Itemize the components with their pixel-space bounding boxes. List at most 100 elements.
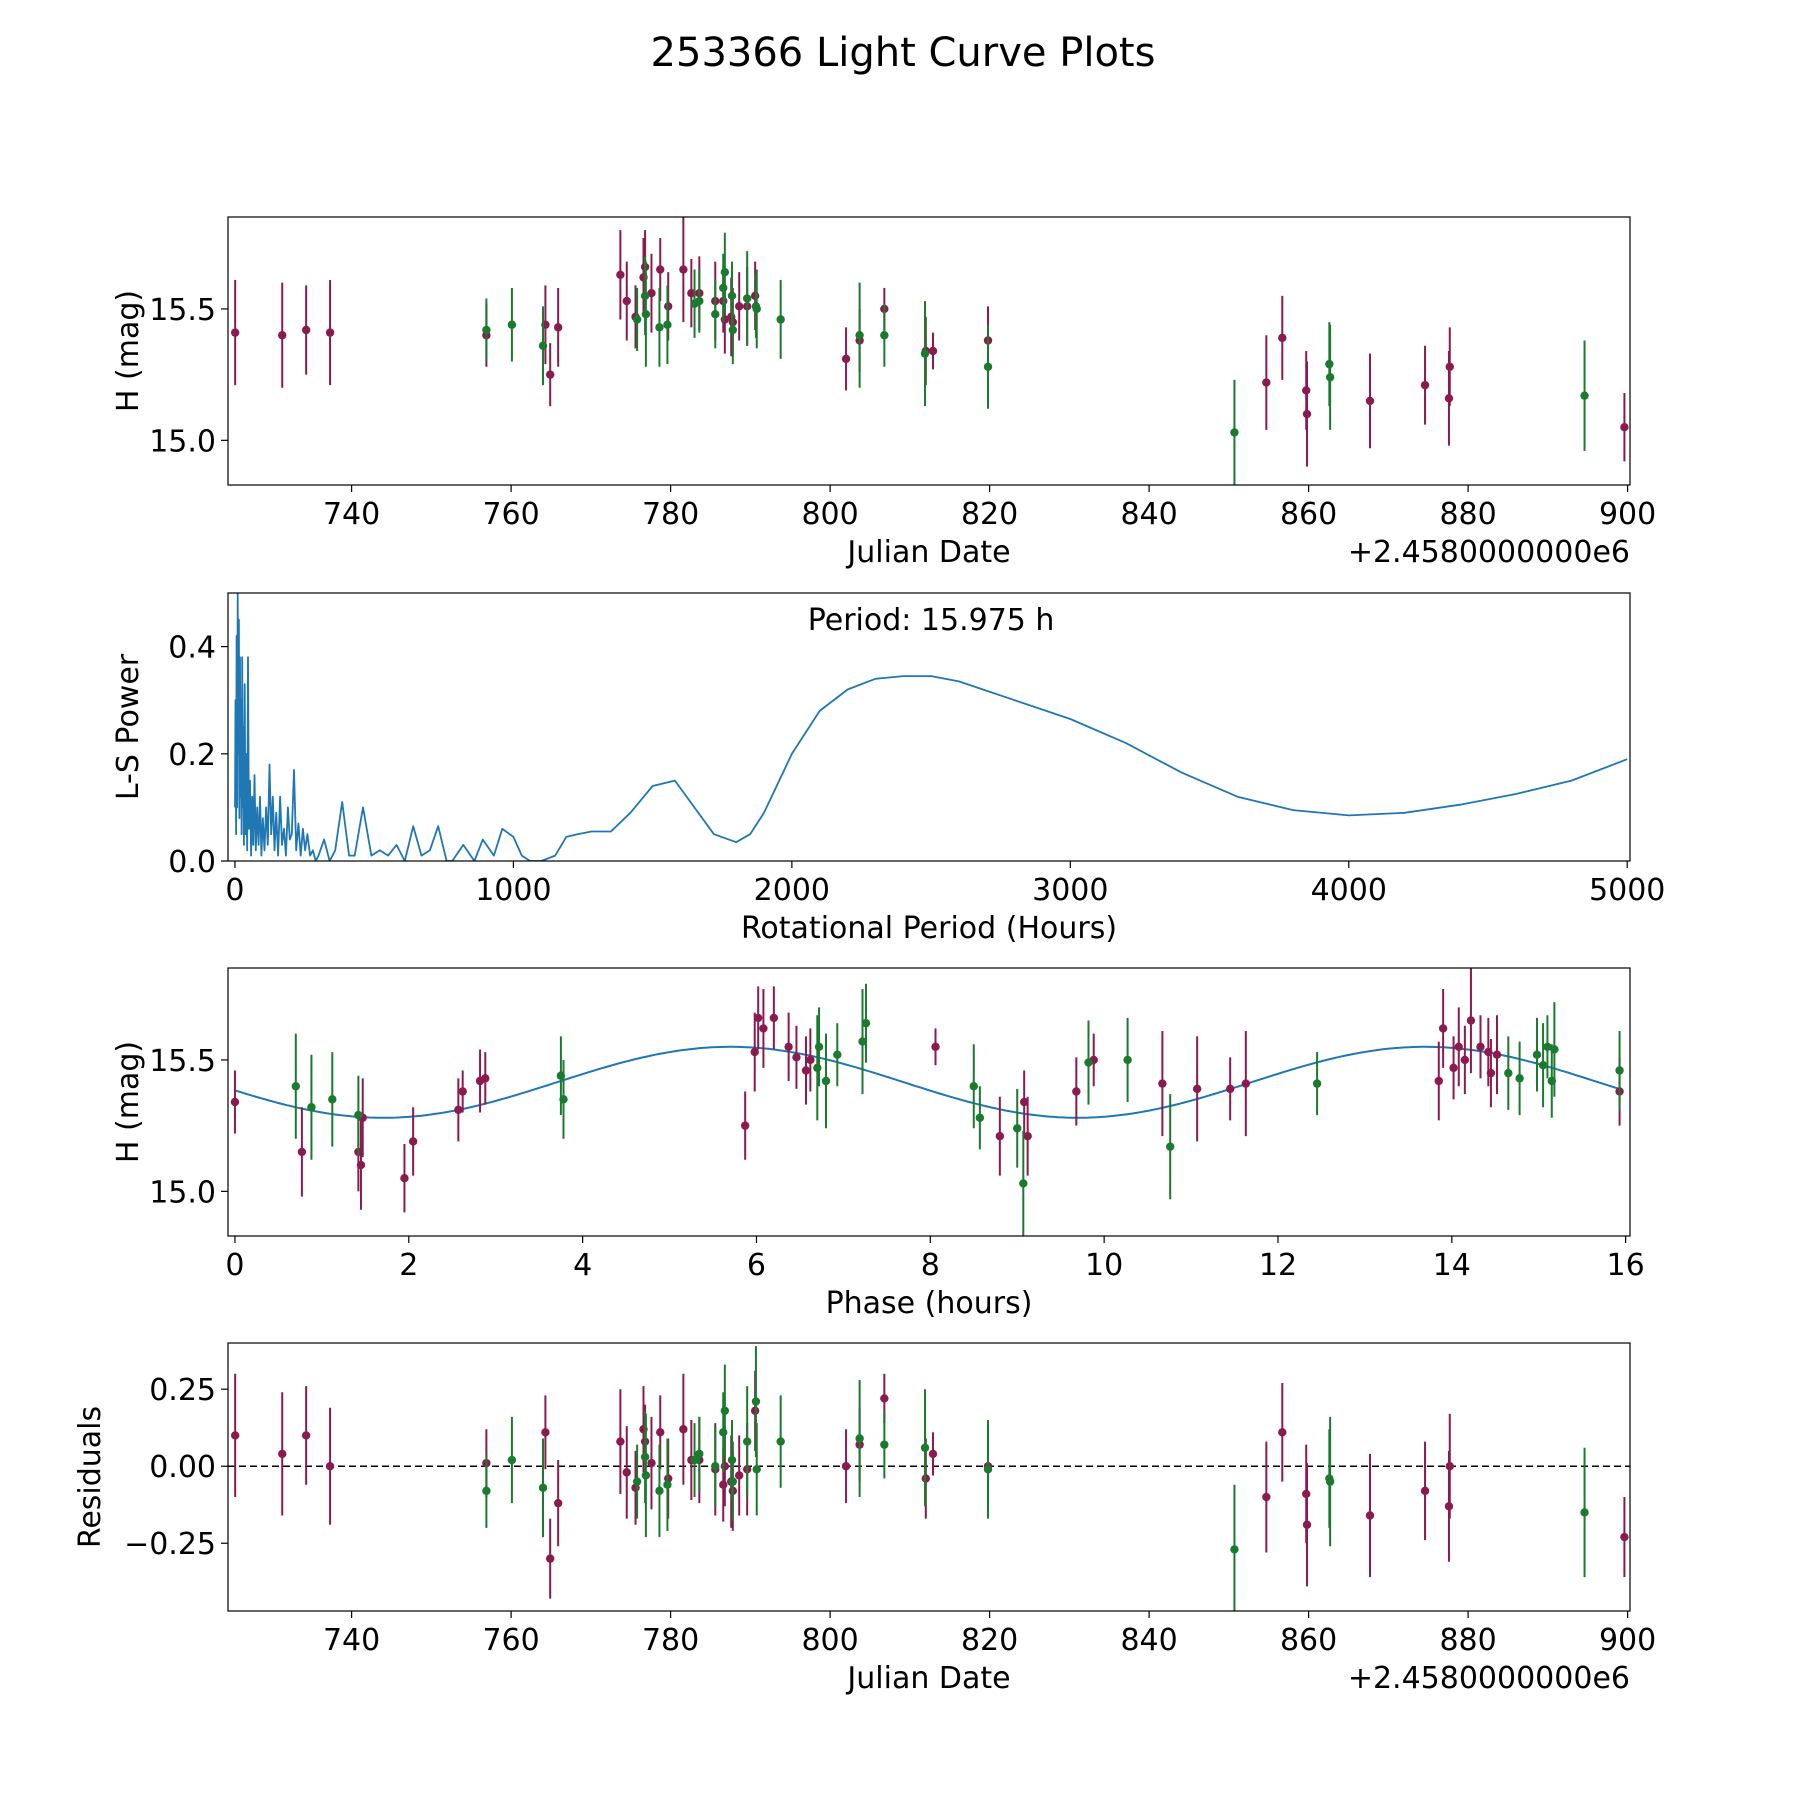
data-point [975, 1113, 985, 1122]
data-point [230, 328, 240, 337]
data-point [861, 1018, 871, 1028]
x-axis-label: Julian Date [845, 1661, 1010, 1696]
figure-title: 253366 Light Curve Plots [651, 30, 1156, 76]
data-point [1241, 1079, 1251, 1088]
data-point [833, 1050, 842, 1059]
data-point [454, 1105, 463, 1115]
data-point [647, 1458, 656, 1468]
data-point [1365, 396, 1375, 406]
data-point [655, 1486, 664, 1496]
data-point [408, 1137, 418, 1146]
y-tick-label: 0.25 [149, 1373, 216, 1408]
y-tick-label: 0.00 [149, 1450, 216, 1485]
x-tick-label: 1000 [475, 873, 551, 908]
axes-frame [227, 592, 1631, 862]
x-axis-label: Phase (hours) [826, 1286, 1033, 1321]
data-point [545, 1554, 555, 1563]
data-point [711, 1462, 720, 1471]
data-point [1466, 1016, 1476, 1025]
data-point [1278, 333, 1287, 343]
data-point [1476, 1042, 1485, 1052]
x-tick-label: 6 [747, 1248, 766, 1283]
data-point [776, 1437, 785, 1446]
data-point [622, 1468, 631, 1477]
data-point [1165, 1142, 1175, 1151]
x-offset-label: +2.4580000000e6 [1348, 1661, 1630, 1696]
y-axis-label: H (mag) [111, 1041, 146, 1163]
data-point [641, 310, 651, 319]
data-point [1454, 1042, 1463, 1052]
data-point [727, 291, 737, 301]
data-point [663, 320, 672, 329]
x-tick-label: 16 [1607, 1248, 1645, 1283]
data-point [751, 1397, 761, 1406]
data-point [769, 1013, 779, 1023]
data-point [278, 1449, 287, 1459]
data-point [719, 1428, 728, 1437]
x-tick-label: 820 [961, 1623, 1018, 1658]
data-point [307, 1103, 316, 1112]
data-point [1515, 1074, 1524, 1083]
axes-frame [227, 967, 1631, 1237]
data-point [695, 1449, 704, 1459]
data-point [841, 354, 851, 364]
data-point [356, 1160, 366, 1170]
data-point [813, 1063, 822, 1073]
data-point [690, 1455, 699, 1465]
chart-lightcurve: 740 760 780 800 820 840 860 880 900 15.0 15.5 Julia… [111, 216, 1656, 570]
data-point [841, 1462, 851, 1471]
data-point [507, 320, 517, 329]
x-tick-label: 4000 [1311, 873, 1387, 908]
x-tick-label: 740 [323, 1623, 380, 1658]
data-point [752, 1465, 761, 1474]
data-point [742, 294, 752, 303]
data-point [969, 1082, 978, 1091]
data-point [1072, 1087, 1081, 1096]
x-tick-label: 780 [642, 1623, 699, 1658]
y-tick-label: 0.0 [168, 845, 216, 880]
data-point [740, 1121, 750, 1130]
data-point [821, 1076, 831, 1086]
data-point [1084, 1058, 1093, 1067]
y-tick-label: 0.4 [168, 631, 216, 666]
y-axis-label: H (mag) [111, 290, 146, 412]
data-point [711, 310, 720, 319]
data-point [983, 1465, 993, 1474]
series-green [482, 1346, 1589, 1611]
data-point [507, 1455, 517, 1465]
data-point [1460, 1055, 1470, 1065]
data-point [734, 1471, 744, 1480]
data-point [1312, 1079, 1322, 1088]
data-point [553, 1498, 563, 1508]
data-point [1225, 1084, 1235, 1094]
data-point [482, 325, 491, 335]
data-point [858, 1037, 867, 1046]
data-point [928, 1449, 938, 1459]
data-point [553, 323, 563, 332]
data-point [1543, 1042, 1552, 1052]
data-point [400, 1173, 409, 1183]
data-point [1013, 1124, 1022, 1133]
data-point [647, 288, 656, 298]
data-point [230, 1431, 240, 1440]
data-point [679, 265, 688, 274]
data-point [632, 1477, 642, 1486]
data-point [325, 328, 335, 337]
data-point [1445, 362, 1454, 371]
x-tick-label: 5000 [1589, 873, 1665, 908]
data-point [687, 288, 696, 298]
model-curve [234, 1045, 1622, 1119]
x-tick-label: 860 [1280, 497, 1337, 532]
y-axis-label: L-S Power [111, 653, 146, 800]
x-tick-label: 880 [1439, 497, 1496, 532]
x-tick-label: 800 [801, 497, 858, 532]
x-tick-label: 800 [801, 1623, 858, 1658]
data-point [632, 315, 642, 324]
x-tick-label: 12 [1259, 1248, 1297, 1283]
data-point [656, 265, 665, 274]
x-tick-label: 0 [225, 873, 244, 908]
panels: 740 760 780 800 820 840 860 880 90015.015.5Julia… [73, 216, 1665, 1696]
y-tick-label: 15.0 [149, 1175, 216, 1210]
series-green [482, 232, 1589, 485]
x-tick-label: 860 [1280, 1623, 1337, 1658]
